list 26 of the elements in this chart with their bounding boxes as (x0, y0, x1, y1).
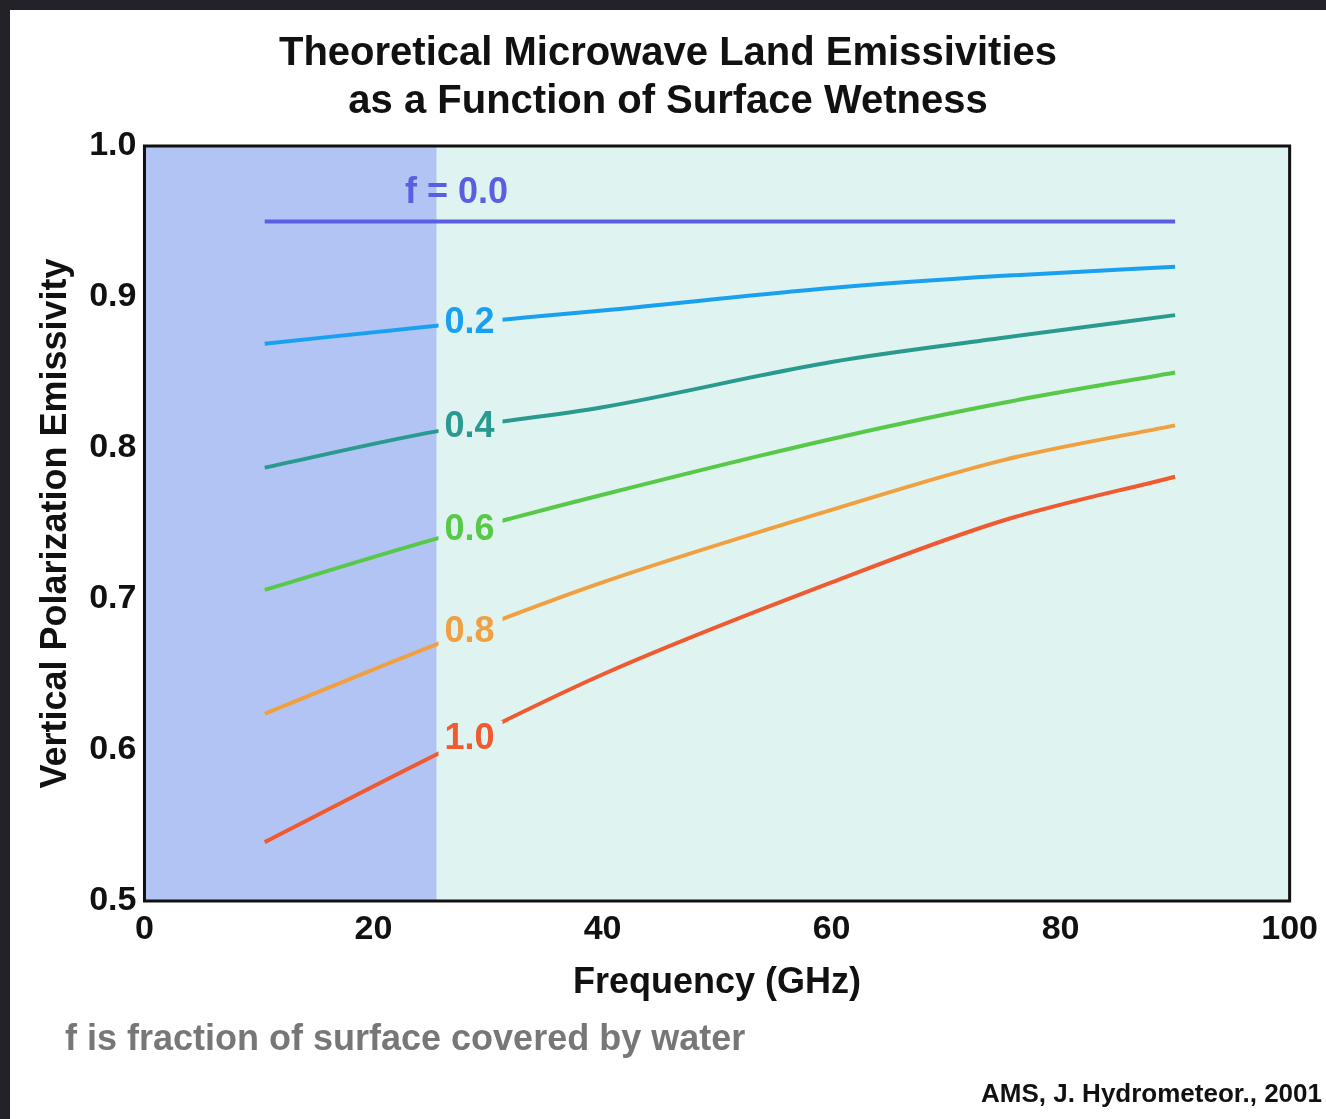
y-tick-label: 1.0 (89, 124, 137, 163)
x-tick-label: 20 (354, 907, 393, 946)
line-series (262, 474, 1178, 845)
x-tick-label: 0 (135, 907, 154, 946)
x-tick-label: 60 (812, 907, 851, 946)
x-tick-label: 40 (583, 907, 622, 946)
x-axis-title: Frequency (GHz) (573, 960, 862, 1002)
y-tick-label: 0.9 (89, 275, 137, 314)
y-tick-label: 0.8 (89, 426, 137, 465)
chart-title: Theoretical Microwave Land Emissivities as a Function of Surface Wetness (278, 29, 1058, 122)
series-label: 0.2 (444, 299, 495, 341)
text: AMS, J. Hydrometeor., 2001 (980, 1078, 1322, 1108)
line-series (262, 264, 1178, 346)
text: f is fraction of surface covered by water (65, 1017, 746, 1058)
y-tick-label: 0.5 (89, 879, 137, 918)
y-tick-label: 0.7 (89, 577, 137, 616)
x-tick-label: 80 (1041, 907, 1080, 946)
y-axis-title: Vertical Polarization Emissivity (32, 258, 74, 789)
series-label: 0.6 (444, 506, 495, 548)
x-tick-label: 100 (1261, 907, 1318, 946)
line-series (262, 370, 1178, 592)
series-label: 0.4 (444, 403, 495, 445)
series-label: 0.8 (444, 608, 495, 650)
y-tick-label: 0.6 (89, 728, 137, 767)
series-label: 1.0 (444, 715, 495, 757)
series-label: f = 0.0 (404, 170, 509, 212)
